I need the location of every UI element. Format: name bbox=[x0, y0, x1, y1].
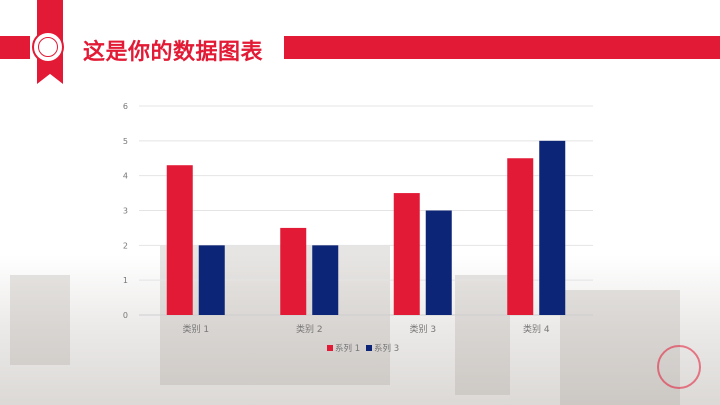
y-tick-label: 0 bbox=[123, 311, 128, 320]
university-seal-logo bbox=[32, 31, 64, 63]
bar-1-2 bbox=[280, 227, 307, 315]
y-tick-label: 4 bbox=[123, 172, 128, 181]
bar-2-3 bbox=[425, 210, 452, 315]
header-band-right bbox=[284, 36, 720, 59]
y-tick-label: 1 bbox=[123, 276, 128, 285]
y-tick-label: 5 bbox=[123, 137, 128, 146]
bar-1-3 bbox=[393, 193, 420, 315]
legend-label: 系列 3 bbox=[374, 343, 399, 354]
x-tick-label: 类别 3 bbox=[409, 323, 436, 335]
x-tick-label: 类别 4 bbox=[523, 323, 550, 335]
header-band-left bbox=[0, 36, 30, 59]
bar-2-2 bbox=[312, 245, 339, 315]
watermark-seal-logo bbox=[657, 345, 701, 389]
bar-2-4 bbox=[539, 140, 566, 315]
bar-2-1 bbox=[198, 245, 225, 315]
bar-1-1 bbox=[166, 165, 193, 315]
page-title: 这是你的数据图表 bbox=[83, 40, 264, 65]
y-tick-label: 6 bbox=[123, 102, 128, 111]
legend-label: 系列 1 bbox=[335, 343, 360, 354]
legend-swatch bbox=[327, 345, 333, 351]
legend-swatch bbox=[366, 345, 372, 351]
bar-1-4 bbox=[507, 158, 534, 315]
x-tick-label: 类别 1 bbox=[182, 323, 209, 335]
y-tick-label: 3 bbox=[123, 207, 128, 216]
x-tick-label: 类别 2 bbox=[296, 323, 323, 335]
y-tick-label: 2 bbox=[123, 241, 128, 250]
